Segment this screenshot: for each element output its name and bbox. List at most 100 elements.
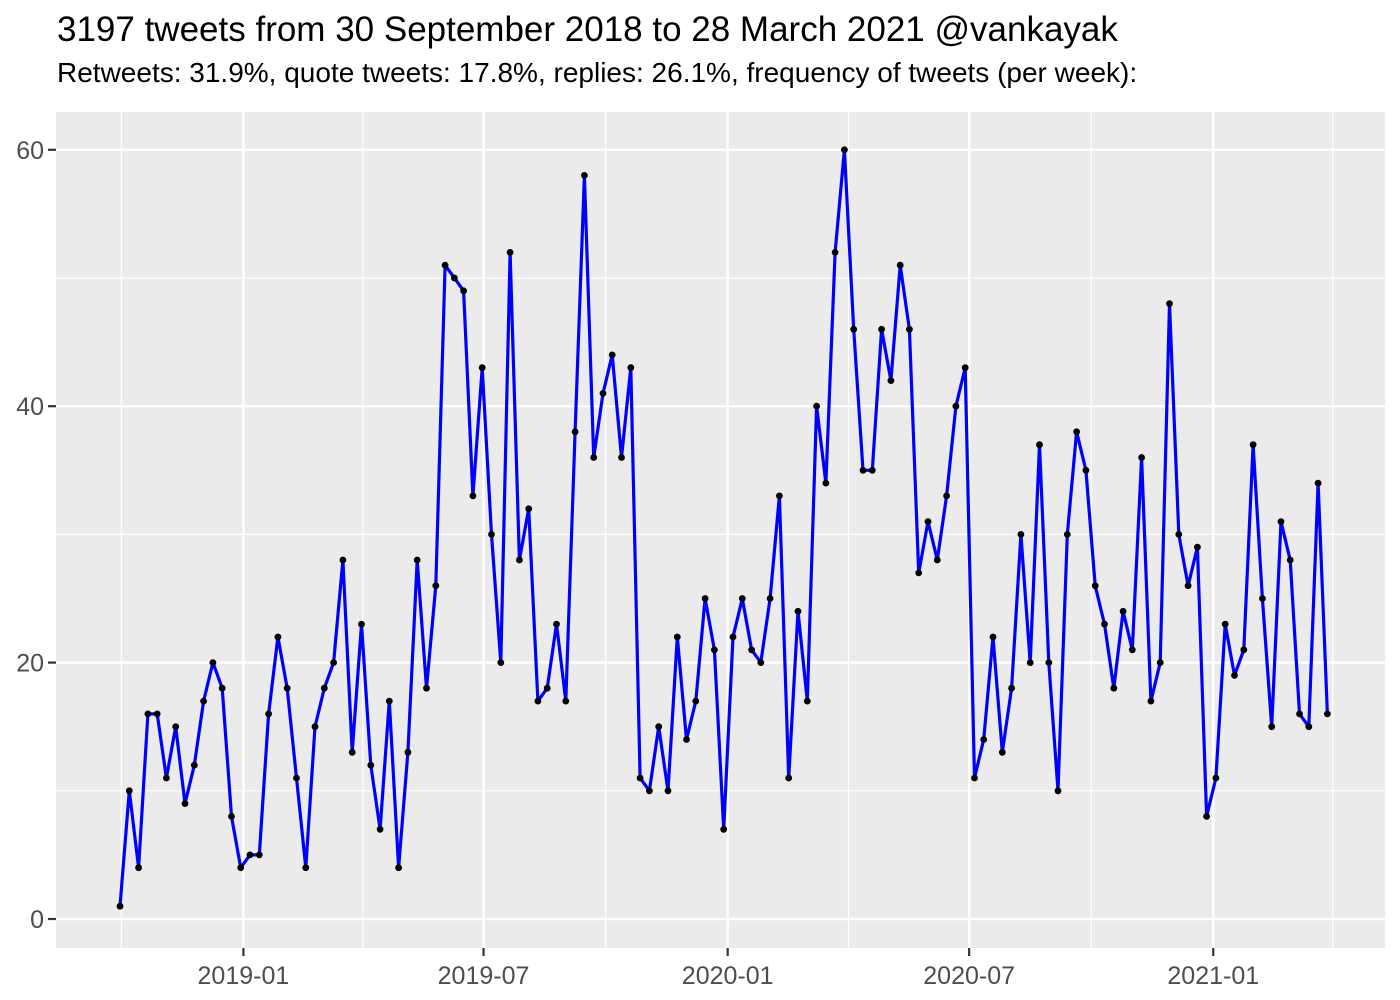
data-point [636,774,644,782]
data-point [181,800,189,807]
data-point [1221,620,1229,628]
data-point [896,261,904,269]
data-point [228,813,235,820]
data-point [906,325,913,333]
data-point [293,774,300,782]
y-axis-tick-label: 40 [16,393,44,421]
data-point [283,684,291,692]
data-point [1147,697,1155,705]
data-point [887,377,895,384]
data-point [998,748,1006,756]
data-point [1110,684,1118,692]
data-point [794,607,802,615]
data-point [1286,556,1294,564]
data-point [432,582,440,590]
data-point [720,825,728,833]
data-point [1156,659,1164,666]
data-point [785,774,793,782]
x-axis-tick-label: 2019-07 [438,962,530,990]
data-point [1268,723,1276,731]
data-point [831,249,839,256]
data-point [581,172,588,179]
data-point [348,748,356,756]
data-point [376,825,384,833]
data-point [441,261,449,269]
data-point [701,595,709,602]
data-point [1026,659,1034,666]
data-point [469,492,477,500]
x-axis-tick-label: 2019-01 [198,962,290,990]
data-point [395,864,402,872]
data-point [125,787,133,795]
data-point [144,710,152,718]
data-point [627,364,635,372]
data-point [497,659,505,666]
data-point [320,684,328,692]
data-point [1184,582,1192,590]
data-point [971,774,978,782]
data-point [274,633,282,641]
data-point [571,428,579,436]
data-point [1091,582,1099,590]
data-point [1008,684,1015,692]
data-point [776,492,783,500]
axis-tick-marks [48,148,1215,956]
data-point [367,761,375,769]
y-axis-tick-label: 0 [30,906,44,934]
data-point [1194,543,1201,551]
data-point [246,851,254,859]
data-point [989,633,997,641]
data-point [534,697,542,705]
data-point [1240,646,1248,654]
data-point [729,633,737,641]
data-point [590,454,598,461]
data-point [1249,441,1257,449]
data-point [488,531,495,538]
data-point [172,723,180,731]
data-point [1175,531,1183,538]
data-point [915,569,923,577]
data-point [190,761,198,769]
data-point [1138,454,1145,461]
data-point [385,697,393,705]
data-point [302,864,310,872]
data-point [683,736,690,743]
data-point [766,595,774,602]
data-point [451,274,458,282]
data-point [952,402,960,410]
data-point [655,723,663,731]
data-point [1166,300,1173,307]
data-point [1119,607,1127,615]
data-point [543,684,551,692]
data-point [1073,428,1080,436]
data-point [980,736,988,743]
data-point [478,364,486,372]
data-point [330,659,337,666]
data-point [924,518,932,525]
data-point [1324,710,1331,718]
data-point [961,364,969,372]
data-point [757,659,765,666]
data-point [460,287,467,295]
data-point [618,454,625,461]
data-point [562,697,570,705]
data-point [1054,787,1062,795]
chart-subtitle: Retweets: 31.9%, quote tweets: 17.8%, re… [57,57,1138,88]
data-point [1036,441,1043,449]
axis-labels: 0 20 40 60 2019-01 2019-07 2020-01 2020-07 2021-… [16,137,1259,990]
data-point [738,595,746,602]
data-point [506,249,514,256]
data-point [255,851,263,859]
data-point [311,723,319,731]
data-point [218,684,226,692]
data-point [135,864,143,872]
data-point [1259,595,1266,602]
data-point [813,402,820,410]
data-point [413,556,421,564]
data-point [1305,723,1313,731]
data-point [822,479,830,487]
data-point [516,556,523,564]
data-point [339,556,347,564]
